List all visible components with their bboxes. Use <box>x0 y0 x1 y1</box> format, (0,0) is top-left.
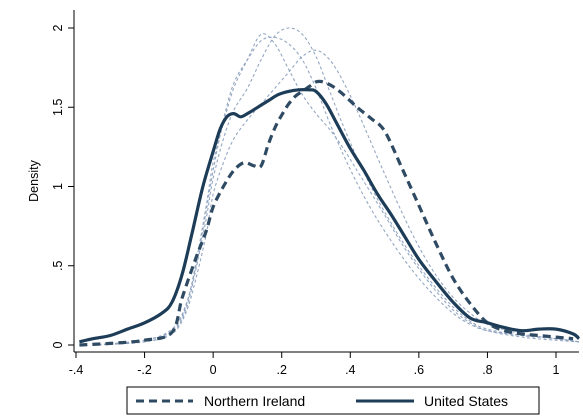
x-tick-label: -.2 <box>137 363 152 377</box>
legend-label-united-states: United States <box>424 393 508 409</box>
series-line-comparison-5 <box>93 33 580 346</box>
y-axis-title: Density <box>27 159 41 201</box>
x-tick-label: 0 <box>210 363 217 377</box>
x-tick-label: .6 <box>414 363 424 377</box>
series-line-comparison-3 <box>93 27 580 346</box>
x-tick-label: -.4 <box>69 363 84 377</box>
y-tick-label: 1.5 <box>51 99 65 116</box>
x-tick-label: .4 <box>345 363 355 377</box>
x-tick-label: 1 <box>553 363 560 377</box>
series-layer <box>79 27 581 347</box>
series-line-united-states <box>79 88 581 344</box>
y-tick-label: .5 <box>51 260 65 270</box>
y-ticks: 0 .5 1 1.5 2 <box>51 24 74 348</box>
x-ticks: -.4 -.2 0 .2 .4 .6 .8 1 <box>69 352 560 377</box>
series-line-comparison-4 <box>93 49 580 346</box>
y-tick-label: 2 <box>51 24 65 31</box>
series-line-comparison-2 <box>93 36 580 346</box>
x-tick-label: .8 <box>482 363 492 377</box>
legend-frame <box>126 386 540 415</box>
legend: Northern Ireland United States <box>126 386 540 415</box>
y-tick-label: 0 <box>51 341 65 348</box>
y-tick-label: 1 <box>51 183 65 190</box>
plot-area <box>74 10 579 352</box>
legend-label-northern-ireland: Northern Ireland <box>204 393 305 409</box>
x-tick-label: .2 <box>276 363 286 377</box>
